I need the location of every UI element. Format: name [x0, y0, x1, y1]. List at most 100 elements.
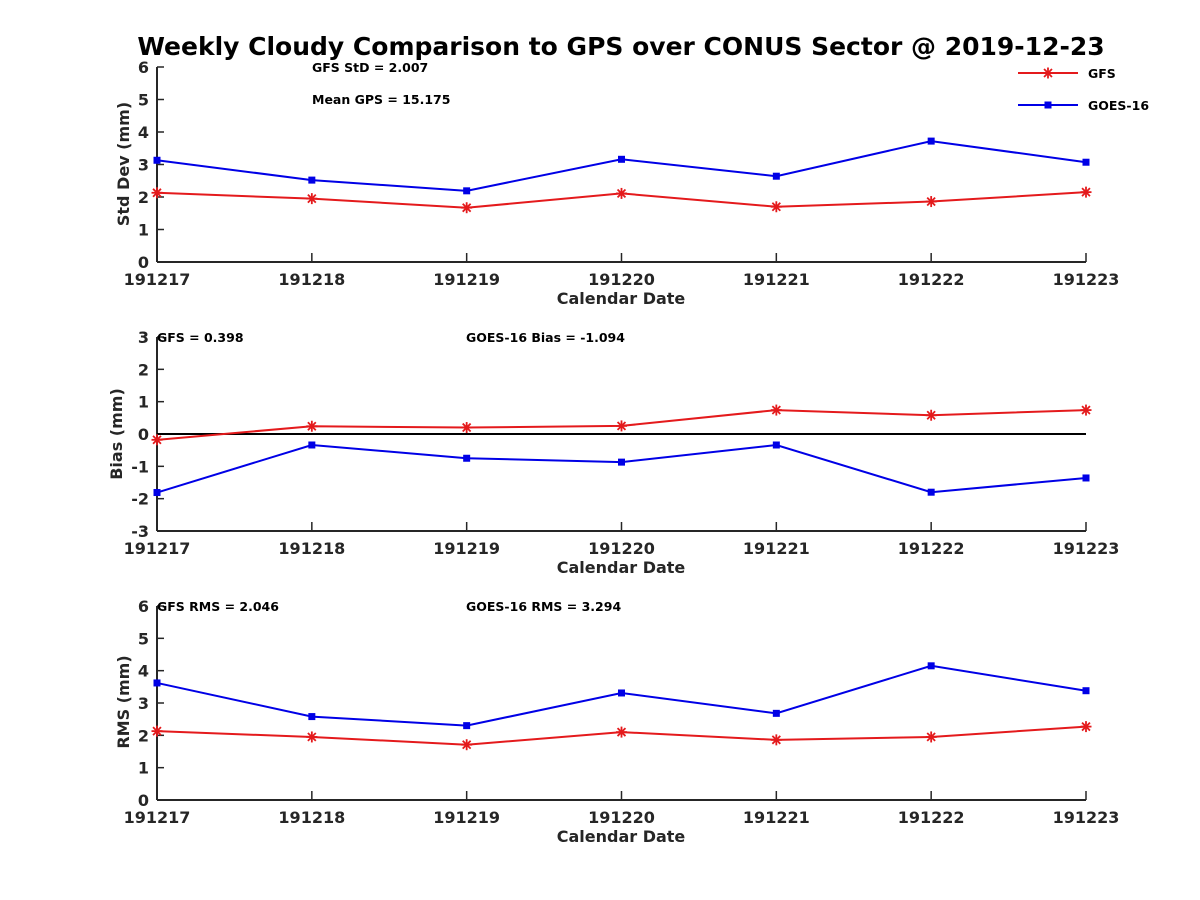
x-tick-label: 191222: [898, 270, 965, 289]
data-point-gfs-191221: [770, 404, 782, 416]
data-point-goes16-191218: [308, 441, 316, 449]
legend-label-gfs: GFS: [1088, 66, 1116, 81]
legend-marker-shape: [1044, 101, 1052, 109]
data-point-gfs-191217: [151, 725, 163, 737]
data-point-gfs-191223: [1080, 186, 1092, 198]
y-tick-label: 5: [138, 629, 149, 648]
annotation-gfs-rms: GFS RMS = 2.046: [157, 599, 279, 614]
data-point-goes16-191221: [772, 441, 780, 449]
data-point-goes16-191222: [927, 488, 935, 496]
x-tick-label: 191222: [898, 539, 965, 558]
y-tick-label: -3: [131, 522, 149, 541]
data-point-gfs-191218: [306, 731, 318, 743]
y-tick-label: 2: [138, 188, 149, 207]
y-tick-label: 6: [138, 597, 149, 616]
x-tick-label: 191218: [278, 539, 345, 558]
x-tick-label: 191221: [743, 539, 810, 558]
x-tick-label: 191217: [124, 539, 191, 558]
x-tick-label: 191221: [743, 808, 810, 827]
y-tick-label: 3: [138, 694, 149, 713]
data-point-goes16-191219: [463, 722, 471, 730]
data-point-goes16-191218: [308, 176, 316, 184]
x-tick-label: 191223: [1053, 539, 1120, 558]
y-tick-label: 3: [138, 328, 149, 347]
x-tick-label: 191219: [433, 539, 500, 558]
data-point-goes16-191217: [153, 679, 161, 687]
legend-marker-goes16: [1044, 101, 1052, 109]
data-point-gfs-191221: [770, 201, 782, 213]
y-tick-label: 1: [138, 759, 149, 778]
legend-entry-gfs: GFS: [1018, 66, 1116, 81]
data-point-gfs-191223: [1080, 404, 1092, 416]
data-point-gfs-191220: [616, 420, 627, 432]
y-tick-label: 5: [138, 91, 149, 110]
legend: GFS GOES-16: [1018, 66, 1149, 113]
data-point-goes16-191223: [1082, 158, 1090, 166]
annotation-goes-bias: GOES-16 Bias = -1.094: [466, 330, 625, 345]
x-tick-label: 191219: [433, 270, 500, 289]
data-point-goes16-191217: [153, 156, 161, 164]
data-point-gfs-191217: [151, 187, 163, 199]
x-tick-label: 191223: [1053, 270, 1120, 289]
x-tick-label: 191218: [278, 808, 345, 827]
x-tick-label: 191220: [588, 808, 655, 827]
x-tick-label: 191217: [124, 808, 191, 827]
rms-panel: 0 1 2 3 4 5 6 191217 191218 191219 191220 191221 191…: [114, 597, 1119, 846]
data-point-goes16-191219: [463, 454, 471, 462]
legend-marker-gfs: [1042, 67, 1054, 79]
data-point-goes16-191221: [772, 709, 780, 717]
x-tick-label: 191220: [588, 270, 655, 289]
y-tick-label: 2: [138, 360, 149, 379]
data-point-goes16-191220: [618, 155, 625, 163]
data-point-gfs-191218: [306, 193, 318, 205]
x-tick-label: 191218: [278, 270, 345, 289]
data-point-gfs-191222: [925, 731, 937, 743]
std-dev-panel: 0 1 2 3 4 5 6 191217 191218 191219 191220 191221 191…: [114, 58, 1119, 308]
x-tick-label: 191220: [588, 539, 655, 558]
x-tick-label: 191221: [743, 270, 810, 289]
y-tick-label: 1: [138, 393, 149, 412]
data-point-goes16-191222: [927, 137, 935, 145]
data-point-gfs-191221: [770, 734, 782, 746]
y-axis-label: Bias (mm): [107, 388, 126, 480]
data-point-goes16-191221: [772, 172, 780, 180]
data-point-gfs-191219: [461, 739, 473, 751]
x-axis-label: Calendar Date: [557, 827, 686, 846]
y-tick-label: 6: [138, 58, 149, 77]
y-tick-label: -1: [131, 457, 149, 476]
y-tick-label: 1: [138, 221, 149, 240]
figure-title: Weekly Cloudy Comparison to GPS over CON…: [137, 32, 1104, 61]
x-tick-label: 191223: [1053, 808, 1120, 827]
data-point-goes16-191219: [463, 187, 471, 195]
x-tick-label: 191222: [898, 808, 965, 827]
data-point-gfs-191219: [461, 422, 473, 434]
x-axis-label: Calendar Date: [557, 289, 686, 308]
y-tick-label: -2: [131, 490, 149, 509]
data-point-gfs-191220: [616, 726, 627, 738]
data-point-goes16-191220: [618, 458, 625, 466]
data-point-goes16-191222: [927, 662, 935, 670]
x-axis-label: Calendar Date: [557, 558, 686, 577]
data-point-goes16-191220: [618, 689, 625, 697]
data-point-gfs-191222: [925, 196, 937, 208]
y-tick-label: 0: [138, 425, 149, 444]
y-tick-label: 2: [138, 726, 149, 745]
annotation-gfs-std: GFS StD = 2.007: [312, 60, 428, 75]
data-point-gfs-191219: [461, 202, 473, 214]
data-point-goes16-191223: [1082, 687, 1090, 695]
y-tick-label: 0: [138, 253, 149, 272]
data-point-gfs-191223: [1080, 721, 1092, 733]
legend-entry-goes16: GOES-16: [1018, 98, 1149, 113]
annotation-goes-rms: GOES-16 RMS = 3.294: [466, 599, 621, 614]
y-tick-label: 4: [138, 662, 149, 681]
data-point-goes16-191218: [308, 713, 316, 721]
y-tick-label: 4: [138, 123, 149, 142]
legend-label-goes16: GOES-16: [1088, 98, 1149, 113]
annotation-mean-gps: Mean GPS = 15.175: [312, 92, 450, 107]
y-axis-label: Std Dev (mm): [114, 102, 133, 226]
y-tick-label: 3: [138, 156, 149, 175]
bias-panel: -3 -2 -1 0 1 2 3 191217 191218 191219 191220 191221…: [107, 328, 1119, 577]
data-point-gfs-191220: [616, 187, 627, 199]
data-point-gfs-191217: [151, 434, 163, 446]
